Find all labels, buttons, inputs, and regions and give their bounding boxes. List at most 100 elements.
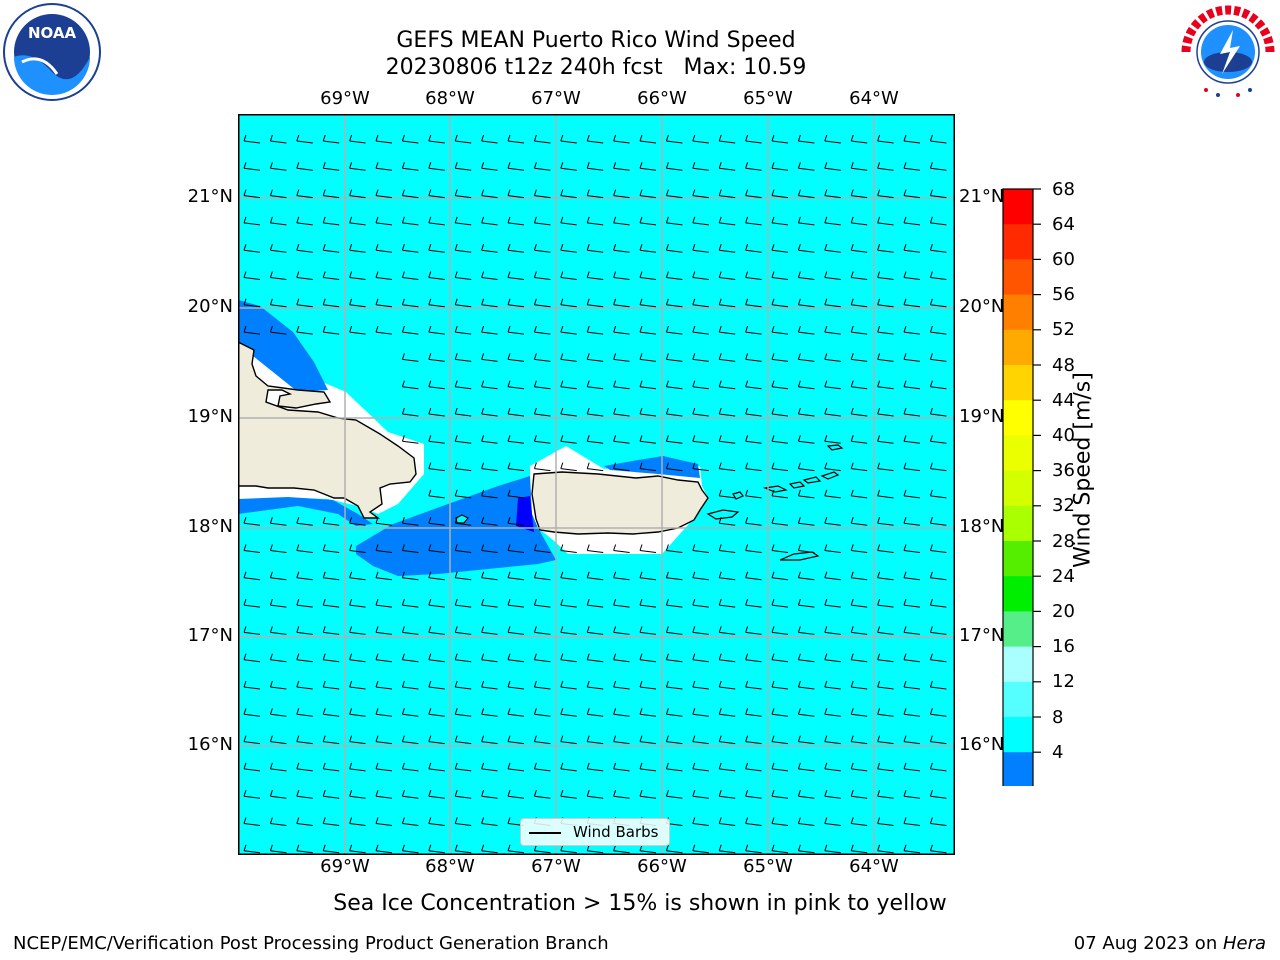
wind-barb — [745, 598, 762, 608]
wind-barb — [877, 380, 894, 390]
wind-barb — [718, 626, 736, 635]
wind-barb — [797, 817, 815, 826]
lon-tick-top: 66°W — [637, 88, 687, 109]
wind-barb — [586, 189, 604, 199]
lon-tick-bottom: 65°W — [743, 856, 793, 877]
wind-barb — [507, 271, 525, 280]
wind-barb — [850, 244, 868, 253]
colorbar-segment — [1003, 189, 1033, 225]
wind-barb — [850, 708, 868, 717]
wind-barb — [296, 817, 313, 826]
wind-barb — [401, 353, 419, 362]
wind-barb — [507, 162, 525, 171]
wind-barb — [850, 517, 868, 526]
wind-barb — [718, 216, 736, 226]
wind-barb — [428, 708, 445, 717]
wind-barb — [401, 598, 419, 608]
wind-barb — [877, 571, 894, 581]
wind-barb — [428, 489, 445, 499]
wind-barb — [877, 244, 894, 253]
wind-barb — [797, 134, 815, 144]
lat-tick-left: 16°N — [187, 734, 233, 755]
wind-barb — [850, 134, 868, 144]
wind-barb — [401, 735, 419, 745]
wind-barb — [665, 626, 683, 635]
wind-barb — [929, 353, 947, 362]
wind-barb — [349, 271, 366, 280]
wind-barb — [243, 708, 261, 717]
colorbar-tick-label: 40 — [1052, 425, 1075, 446]
wind-barb — [877, 189, 894, 199]
wind-barb — [507, 544, 525, 553]
legend-line-sample — [529, 832, 561, 834]
colorbar-segment — [1003, 541, 1033, 577]
wind-barb — [692, 380, 709, 390]
wind-barb — [481, 762, 498, 772]
wind-barb — [929, 517, 947, 526]
wind-barb — [639, 680, 657, 690]
wind-barb — [560, 189, 577, 199]
wind-barb — [692, 708, 709, 717]
wind-barb — [929, 653, 947, 663]
wind-barb — [771, 462, 789, 472]
wind-barb — [560, 407, 577, 417]
wind-barb — [269, 790, 287, 799]
wind-barb — [586, 134, 604, 144]
wind-barb — [349, 735, 366, 745]
wind-barb — [349, 298, 366, 308]
wind-barb — [481, 189, 498, 199]
wind-barb — [929, 817, 947, 826]
wind-barb — [269, 653, 287, 663]
wind-barb — [454, 489, 472, 499]
colorbar-tick-label: 12 — [1052, 671, 1075, 692]
wind-barb — [533, 762, 551, 772]
wind-barb — [481, 298, 498, 308]
wind-barb — [428, 325, 445, 335]
wind-barb — [771, 680, 789, 690]
colorbar-segment — [1003, 259, 1033, 296]
wind-barb — [560, 435, 577, 444]
wind-barb — [507, 598, 525, 608]
wind-barb — [877, 708, 894, 717]
wind-barb — [481, 680, 498, 690]
colorbar-segment — [1003, 576, 1033, 612]
wind-barb — [322, 325, 340, 335]
wind-barb — [797, 735, 815, 745]
wind-barb — [771, 544, 789, 553]
wind-barb — [877, 844, 894, 854]
wind-barb — [428, 626, 445, 635]
wind-barb — [349, 216, 366, 226]
wind-barb — [428, 544, 445, 553]
wind-barb — [269, 325, 287, 335]
wind-barb — [586, 571, 604, 581]
footer-branch: NCEP/EMC/Verification Post Processing Pr… — [13, 933, 609, 954]
lat-tick-right: 16°N — [959, 734, 1005, 755]
wind-barb — [824, 462, 841, 472]
wind-barb — [533, 134, 551, 144]
wind-barb — [533, 462, 551, 472]
wind-barb — [692, 817, 709, 826]
wind-barb — [692, 735, 709, 745]
wind-barb — [243, 517, 261, 526]
wind-barb — [349, 598, 366, 608]
wind-barb — [929, 435, 947, 444]
wind-barb — [903, 708, 921, 717]
wind-barb — [533, 598, 551, 608]
wind-barb — [428, 653, 445, 663]
wind-barb — [454, 134, 472, 144]
wind-barb — [718, 435, 736, 444]
wind-barb — [243, 544, 261, 553]
land-anegada — [826, 444, 844, 451]
wind-barb — [665, 762, 683, 772]
wind-barb — [613, 544, 630, 553]
nws-logo — [1178, 2, 1278, 102]
wind-barb — [665, 325, 683, 335]
wind-barb — [771, 653, 789, 663]
wind-barb — [401, 380, 419, 390]
wind-barb — [507, 708, 525, 717]
wind-barb — [586, 680, 604, 690]
wind-barb — [665, 244, 683, 253]
wind-barb — [929, 244, 947, 253]
wind-barb — [375, 544, 393, 553]
wind-barb — [507, 216, 525, 226]
